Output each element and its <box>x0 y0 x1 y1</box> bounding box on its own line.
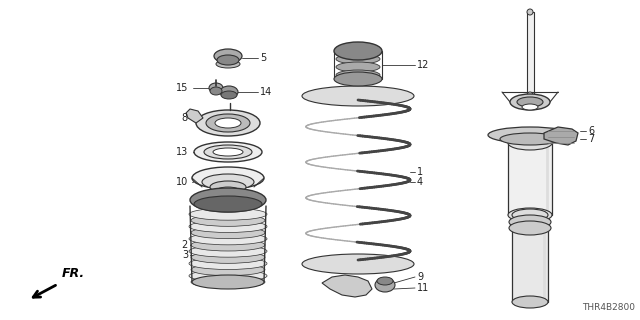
Text: 11: 11 <box>417 283 429 293</box>
Ellipse shape <box>191 227 265 239</box>
Polygon shape <box>186 109 203 123</box>
Ellipse shape <box>189 245 267 257</box>
Bar <box>527 12 534 95</box>
Ellipse shape <box>191 239 265 251</box>
Ellipse shape <box>500 133 560 145</box>
Bar <box>508 143 552 215</box>
Ellipse shape <box>213 148 243 156</box>
Ellipse shape <box>202 174 254 190</box>
Text: 10: 10 <box>176 177 188 187</box>
Ellipse shape <box>191 214 265 226</box>
Ellipse shape <box>217 55 239 65</box>
Ellipse shape <box>336 70 380 80</box>
Ellipse shape <box>220 86 238 98</box>
Ellipse shape <box>191 264 265 276</box>
Ellipse shape <box>336 54 380 64</box>
Ellipse shape <box>510 94 550 110</box>
Text: 4: 4 <box>417 177 423 187</box>
Ellipse shape <box>189 258 267 269</box>
Ellipse shape <box>527 9 533 15</box>
Ellipse shape <box>190 188 266 212</box>
Ellipse shape <box>194 196 262 212</box>
Text: 1: 1 <box>417 167 423 177</box>
Ellipse shape <box>196 110 260 136</box>
Ellipse shape <box>221 91 237 99</box>
Ellipse shape <box>215 118 241 128</box>
Polygon shape <box>322 275 372 297</box>
Text: 15: 15 <box>175 83 188 93</box>
Text: 13: 13 <box>176 147 188 157</box>
Text: 8: 8 <box>182 113 188 123</box>
Text: 5: 5 <box>260 53 266 63</box>
Text: FR.: FR. <box>62 267 85 280</box>
Ellipse shape <box>192 275 264 289</box>
Ellipse shape <box>508 136 552 150</box>
Ellipse shape <box>522 104 538 110</box>
Polygon shape <box>544 127 578 145</box>
Ellipse shape <box>216 187 240 195</box>
Text: 14: 14 <box>260 87 272 97</box>
Ellipse shape <box>336 62 380 72</box>
Ellipse shape <box>189 220 267 233</box>
Text: 7: 7 <box>588 134 595 144</box>
Ellipse shape <box>189 208 267 220</box>
Ellipse shape <box>191 251 265 263</box>
Ellipse shape <box>509 215 551 229</box>
Ellipse shape <box>508 208 552 222</box>
Text: THR4B2800: THR4B2800 <box>582 303 635 312</box>
Ellipse shape <box>194 142 262 162</box>
Ellipse shape <box>527 92 533 98</box>
Ellipse shape <box>302 254 414 274</box>
Ellipse shape <box>189 270 267 282</box>
Ellipse shape <box>375 278 395 292</box>
Text: 3: 3 <box>182 250 188 260</box>
Bar <box>512 215 548 302</box>
Ellipse shape <box>377 277 393 285</box>
Text: 2: 2 <box>182 240 188 250</box>
Ellipse shape <box>189 233 267 245</box>
Ellipse shape <box>210 181 246 193</box>
Ellipse shape <box>334 42 382 60</box>
Ellipse shape <box>512 296 548 308</box>
Ellipse shape <box>512 209 548 221</box>
Ellipse shape <box>204 145 252 159</box>
Ellipse shape <box>509 221 551 235</box>
Ellipse shape <box>216 60 240 68</box>
Ellipse shape <box>334 72 382 86</box>
Ellipse shape <box>488 127 572 143</box>
Ellipse shape <box>209 83 223 93</box>
Ellipse shape <box>210 87 222 95</box>
Text: 6: 6 <box>588 126 594 136</box>
Text: 9: 9 <box>417 272 423 282</box>
Ellipse shape <box>302 86 414 106</box>
Ellipse shape <box>192 167 264 189</box>
Ellipse shape <box>214 49 242 63</box>
Ellipse shape <box>206 114 250 132</box>
Text: 12: 12 <box>417 60 429 70</box>
Ellipse shape <box>517 97 543 107</box>
Ellipse shape <box>191 276 265 288</box>
